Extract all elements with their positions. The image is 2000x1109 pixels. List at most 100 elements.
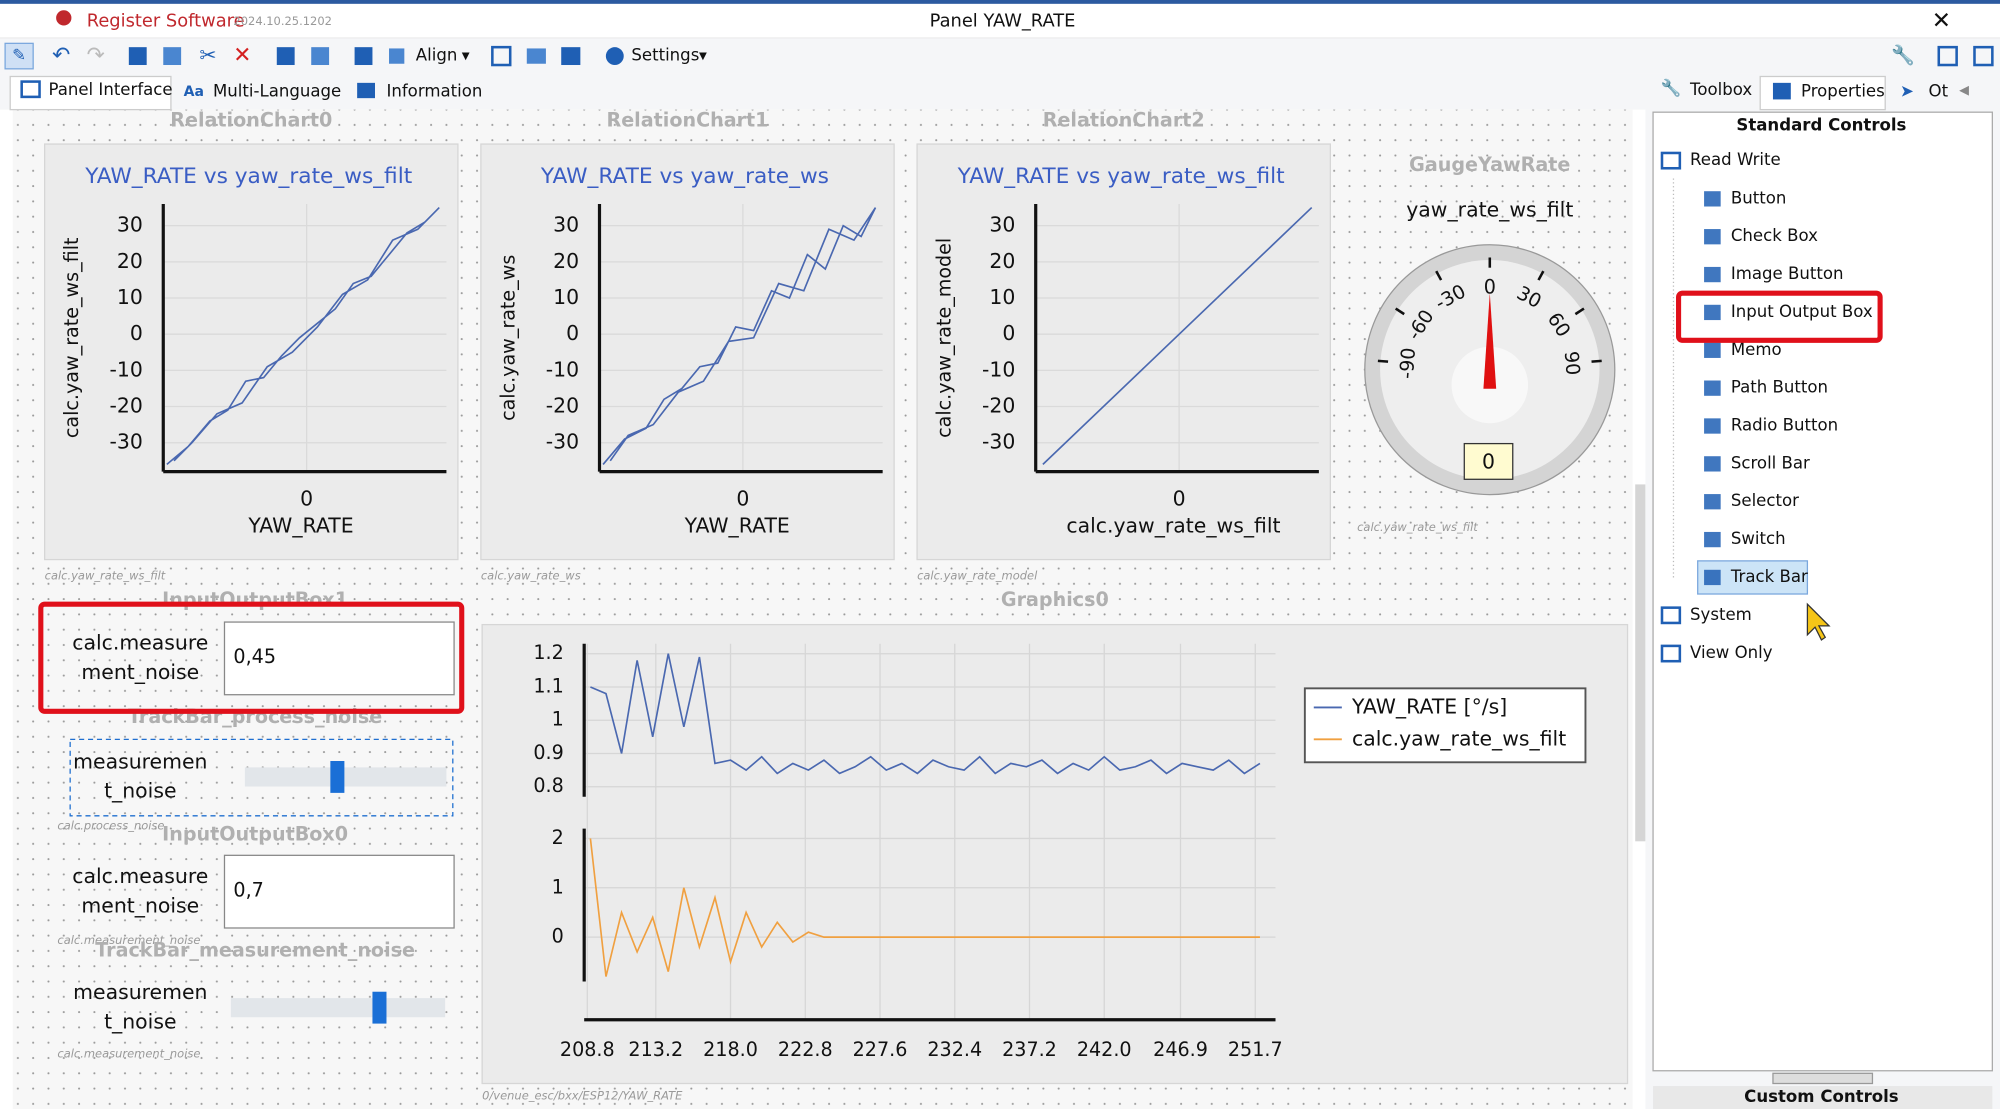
item-icon — [1704, 380, 1721, 396]
open-button[interactable] — [526, 48, 546, 64]
track-thumb[interactable] — [372, 991, 387, 1024]
y-tick-label: 20 — [553, 249, 579, 273]
y-tick-label: 10 — [553, 285, 579, 309]
input-box[interactable] — [223, 854, 455, 929]
y-axis-label: calc.yaw_rate_model — [933, 238, 956, 438]
chart-panel — [480, 143, 895, 561]
check-button[interactable] — [354, 47, 373, 66]
y-tick-label: -10 — [982, 357, 1015, 381]
y-tick-label: 0 — [552, 925, 564, 948]
toolbox-item[interactable]: Selector — [1731, 491, 1799, 510]
track[interactable] — [244, 767, 447, 787]
chart-title: YAW_RATE vs yaw_rate_ws_filt — [84, 164, 412, 189]
toolbox-item[interactable]: Path Button — [1731, 378, 1828, 397]
toolbox-item[interactable]: Switch — [1731, 529, 1786, 548]
window-button[interactable] — [1973, 45, 1994, 67]
item-icon — [1704, 266, 1721, 283]
toolbox-item[interactable]: Button — [1731, 188, 1787, 207]
caption: 0/venue_esc/bxx/ESP12/YAW_RATE — [482, 1089, 683, 1103]
control-name: InputOutputBox1 — [162, 588, 348, 611]
tab-icon — [20, 80, 41, 99]
toolbox-item[interactable]: Scroll Bar — [1731, 453, 1810, 472]
settings-menu[interactable]: Settings — [631, 46, 699, 65]
toolbox-item[interactable]: Memo — [1731, 340, 1782, 359]
app-icon — [56, 10, 72, 26]
toolbox-item[interactable]: Image Button — [1731, 264, 1844, 283]
toolbox-item[interactable]: Track Bar — [1730, 567, 1808, 586]
redo-button[interactable]: ↷ — [87, 43, 105, 68]
gauge-needle — [1483, 293, 1497, 389]
splitter[interactable] — [1772, 1072, 1874, 1085]
gauge-tick — [1394, 307, 1405, 316]
x-tick-label: 0 — [736, 487, 749, 511]
x-axis-label: YAW_RATE — [684, 513, 790, 538]
scrollbar[interactable] — [1635, 484, 1646, 842]
item-icon — [1704, 418, 1721, 434]
delete-button[interactable]: ✕ — [233, 43, 251, 68]
paste-button[interactable] — [163, 47, 182, 66]
tools-button[interactable]: 🔧 — [1891, 44, 1915, 67]
cut-button[interactable]: ✂ — [199, 43, 216, 67]
input-box[interactable] — [223, 621, 455, 696]
tab[interactable]: Information — [386, 81, 482, 100]
control-name: GaugeYawRate — [1409, 153, 1570, 176]
align-icon — [389, 48, 405, 64]
save-button[interactable] — [561, 47, 581, 66]
track-thumb[interactable] — [330, 761, 345, 793]
caption: calc.yaw_rate_ws_filt — [45, 569, 166, 583]
track[interactable] — [230, 998, 446, 1018]
group-label[interactable]: View Only — [1690, 643, 1773, 662]
series-line — [589, 838, 1260, 977]
undo-button[interactable]: ↶ — [52, 43, 70, 68]
tab-scroll[interactable]: ◀ — [1959, 83, 1969, 98]
gauge-value: 0 — [1482, 450, 1495, 474]
toolbox-item[interactable]: Input Output Box — [1731, 302, 1873, 321]
tab[interactable]: Toolbox — [1689, 80, 1752, 99]
y-tick-label: 1 — [552, 708, 564, 731]
caption: calc.process_noise — [57, 819, 164, 833]
copy-button[interactable] — [128, 47, 147, 66]
group-label[interactable]: System — [1690, 605, 1752, 624]
chart-title: YAW_RATE vs yaw_rate_ws_filt — [957, 164, 1285, 189]
highlight — [38, 601, 465, 714]
chart-panel — [44, 143, 459, 561]
gauge-tick — [1591, 359, 1602, 363]
align-menu[interactable]: Align — [416, 46, 458, 65]
x-tick-label: 218.0 — [703, 1038, 758, 1061]
close-button[interactable]: ✕ — [1932, 8, 1951, 34]
y-tick-label: -10 — [110, 357, 143, 381]
input-label: ment_noise — [81, 660, 199, 685]
tab[interactable]: Multi-Language — [213, 81, 341, 100]
toolbox-item[interactable]: Radio Button — [1731, 416, 1838, 435]
chart-panel — [916, 143, 1331, 561]
control-name: InputOutputBox0 — [162, 822, 348, 845]
tab[interactable]: Ot — [1929, 81, 1949, 100]
window-border — [0, 0, 2000, 4]
group-label[interactable]: Read Write — [1690, 150, 1781, 169]
legend-label: calc.yaw_rate_ws_filt — [1352, 726, 1566, 751]
add-button[interactable] — [491, 45, 512, 67]
window-button[interactable] — [1937, 45, 1958, 67]
x-tick-label: 242.0 — [1077, 1038, 1132, 1061]
y-tick-label: 0 — [130, 321, 143, 345]
tab[interactable]: Panel Interface — [48, 80, 172, 99]
x-axis-label: calc.yaw_rate_ws_filt — [1066, 513, 1280, 538]
tab[interactable]: Properties — [1801, 81, 1885, 100]
tab-icon: Aa — [184, 84, 204, 100]
front-button[interactable] — [276, 47, 295, 66]
group-icon — [1660, 606, 1682, 625]
item-icon — [1704, 456, 1721, 472]
y-tick-label: 30 — [117, 213, 143, 237]
back-button[interactable] — [311, 47, 330, 66]
y-tick-label: 10 — [117, 285, 143, 309]
custom-controls-bar — [1653, 1086, 1993, 1109]
edit-button[interactable] — [4, 42, 34, 70]
x-tick-label: 208.8 — [560, 1038, 615, 1061]
caption: calc.yaw_rate_ws — [481, 569, 581, 583]
gauge-tick — [1435, 270, 1443, 281]
mouse-cursor — [1806, 602, 1831, 641]
toolbox-item[interactable]: Check Box — [1731, 226, 1818, 245]
y-tick-label: 30 — [989, 213, 1015, 237]
x-tick-label: 227.6 — [853, 1038, 908, 1061]
